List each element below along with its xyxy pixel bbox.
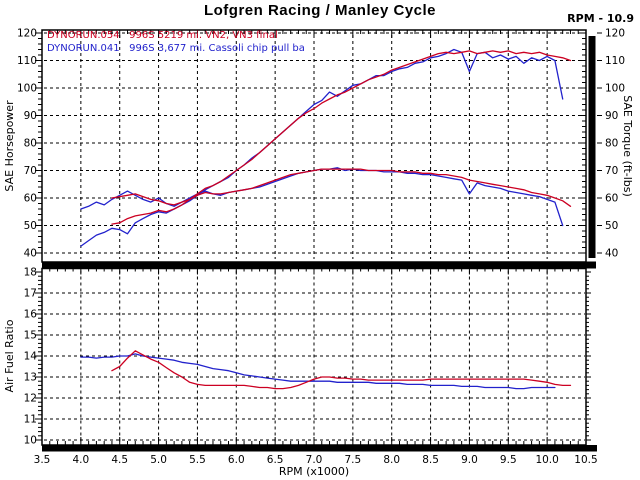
chart-title: Lofgren Racing / Manley Cycle [203,2,437,19]
tick-label: 18 [24,267,37,279]
torque-blue-curve [80,167,564,227]
torque-red-curve [111,168,572,207]
legend-entry-red: DYNORUN.054 996S 5219 mi. VN2, VN3 final [47,30,278,41]
tick-label: 70 [24,165,37,177]
tick-label: 14 [24,351,38,363]
tick-label: 10.0 [535,454,558,466]
tick-label: 15 [24,330,37,342]
tick-label: 3.5 [34,454,51,466]
air-fuel-ratio-blue-curve [80,353,556,390]
tick-label: 50 [24,220,37,232]
tick-label: 10.5 [574,454,597,466]
tick-label: 16 [24,309,38,321]
gridlines [44,32,585,443]
axis-ticks [35,30,602,445]
rpm-indicator-bar [588,36,596,258]
tick-label: 80 [24,138,37,150]
tick-label: 9.0 [461,454,478,466]
rpm-readout: RPM - 10.9 [567,12,634,25]
tick-label: 4.0 [73,454,90,466]
tick-label: 100 [605,83,625,95]
y-axis-label-horsepower: SAE Horsepower [3,100,16,192]
air-fuel-ratio-red-curve [111,350,572,390]
y-axis-label-air-fuel-ratio: Air Fuel Ratio [3,319,16,393]
tick-label: 5.5 [189,454,206,466]
tick-label: 60 [24,193,37,205]
tick-label: 5.0 [150,454,167,466]
tick-label: 120 [17,28,37,40]
tick-label: 8.0 [383,454,400,466]
tick-label: 7.0 [306,454,323,466]
tick-label: 4.5 [111,454,128,466]
tick-label: 100 [17,83,37,95]
tick-label: 13 [24,372,37,384]
tick-label: 9.5 [500,454,517,466]
tick-label: 17 [24,288,37,300]
tick-label: 6.5 [267,454,284,466]
tick-label: 90 [605,110,618,122]
y-axis-label-torque: SAE Torque (ft-lbs) [621,95,634,197]
tick-label: 90 [24,110,37,122]
bottom-axis-bar [42,445,597,452]
tick-label: 70 [605,165,618,177]
tick-label: 110 [17,55,37,67]
tick-label: 120 [605,28,625,40]
tick-label: 40 [24,248,37,260]
legend-entry-blue: DYNORUN.041 996S 3,677 mi. Cassoli chip … [47,43,305,54]
tick-labels: 3.5 4.0 4.5 5.0 5.5 6.0 6.5 7.0 7.5 8.0 8.5 9.0 9.5 1… [17,28,625,467]
tick-label: 110 [605,55,625,67]
tick-label: 50 [605,220,618,232]
panel-divider-bar [42,261,596,269]
tick-label: 60 [605,193,618,205]
tick-label: 40 [605,248,618,260]
tick-label: 80 [605,138,618,150]
tick-label: 7.5 [345,454,362,466]
tick-label: 12 [24,393,37,405]
tick-label: 10 [24,435,37,447]
x-axis-label: RPM (x1000) [278,465,350,478]
tick-label: 8.5 [422,454,439,466]
tick-label: 11 [24,414,37,426]
horsepower-blue-curve [80,48,564,247]
tick-label: 6.0 [228,454,245,466]
